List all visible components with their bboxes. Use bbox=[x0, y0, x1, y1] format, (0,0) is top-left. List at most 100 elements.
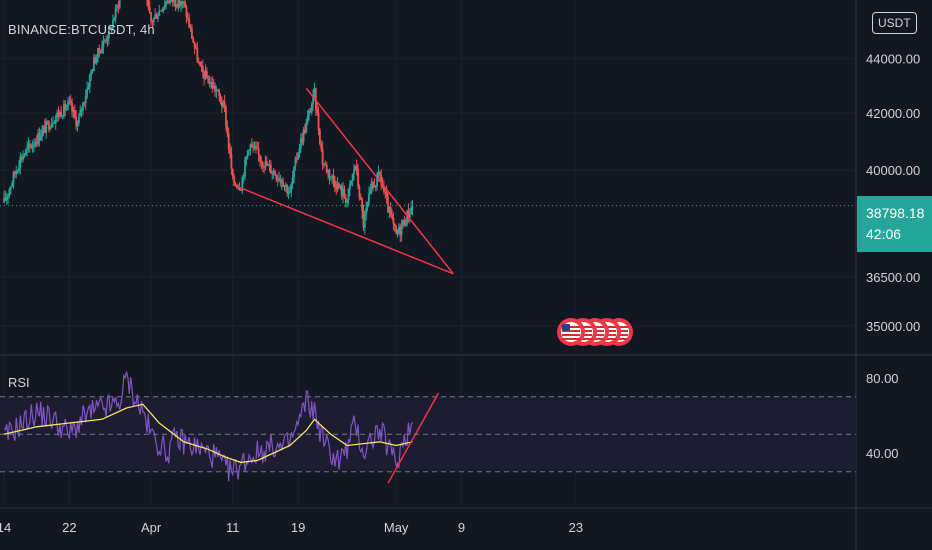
candle-body bbox=[9, 189, 11, 195]
candle-body bbox=[194, 43, 196, 48]
candle-body bbox=[311, 104, 313, 112]
candle-body bbox=[226, 126, 228, 134]
candle-body bbox=[258, 149, 260, 155]
candle-body bbox=[157, 16, 159, 19]
candle-body bbox=[169, 0, 171, 3]
candle-body bbox=[260, 161, 262, 163]
symbol-title[interactable]: BINANCE:BTCUSDT, 4h bbox=[8, 22, 155, 37]
candle-body bbox=[115, 8, 117, 19]
candle-body bbox=[25, 149, 27, 154]
candle-body bbox=[70, 101, 72, 104]
last-price-tag: 38798.18 42:06 bbox=[857, 196, 932, 252]
candle-body bbox=[379, 172, 381, 174]
candle-body bbox=[24, 155, 26, 157]
candle-body bbox=[259, 155, 261, 161]
candle-body bbox=[247, 151, 249, 156]
currency-button[interactable]: USDT bbox=[872, 12, 917, 34]
candle-body bbox=[320, 144, 322, 149]
candle-body bbox=[353, 171, 355, 174]
candle-body bbox=[270, 165, 272, 174]
candle bbox=[297, 152, 299, 160]
candle-body bbox=[53, 123, 55, 124]
candle-body bbox=[274, 171, 276, 175]
candle-body bbox=[391, 215, 393, 218]
candle-body bbox=[401, 225, 403, 234]
candle-body bbox=[196, 48, 198, 62]
time-axis-tick-label: 22 bbox=[62, 520, 76, 535]
rsi-axis-tick-label: 80.00 bbox=[866, 371, 899, 386]
candle-body bbox=[7, 195, 9, 197]
candle-body bbox=[262, 162, 264, 166]
candle-body bbox=[184, 2, 186, 7]
candle-body bbox=[316, 109, 318, 113]
candle-body bbox=[393, 218, 395, 223]
candle-body bbox=[410, 208, 412, 214]
candle-body bbox=[352, 174, 354, 181]
time-axis-tick-label: 19 bbox=[291, 520, 305, 535]
candle-body bbox=[344, 189, 346, 197]
candle-body bbox=[356, 166, 358, 170]
candle-body bbox=[74, 110, 76, 117]
candle-body bbox=[397, 233, 399, 234]
candle-body bbox=[232, 169, 234, 176]
candle bbox=[244, 157, 246, 181]
candle-body bbox=[333, 176, 335, 181]
candle-body bbox=[369, 189, 371, 194]
candle-body bbox=[101, 47, 103, 53]
candle-body bbox=[33, 145, 35, 146]
candle-body bbox=[113, 18, 115, 20]
flag-stripe bbox=[562, 334, 580, 336]
candle-body bbox=[220, 96, 222, 103]
candle-body bbox=[164, 5, 166, 7]
candle-body bbox=[372, 182, 374, 185]
candle-body bbox=[292, 178, 294, 184]
candle-body bbox=[199, 62, 201, 66]
candle-body bbox=[294, 158, 296, 166]
candle-body bbox=[10, 187, 12, 189]
candle-body bbox=[96, 58, 98, 63]
price-axis-tick-label: 36500.00 bbox=[866, 270, 920, 285]
candle-body bbox=[245, 156, 247, 159]
time-axis-tick-label: 11 bbox=[226, 520, 240, 535]
candle-body bbox=[293, 167, 295, 178]
candle-body bbox=[180, 4, 182, 5]
candle-body bbox=[368, 194, 370, 203]
candle-body bbox=[107, 39, 109, 42]
candle-body bbox=[350, 181, 352, 184]
candle-body bbox=[348, 189, 350, 200]
us-flag-icon[interactable] bbox=[557, 318, 585, 346]
candle-body bbox=[358, 186, 360, 198]
candle-body bbox=[62, 116, 64, 117]
last-price-value: 38798.18 bbox=[866, 203, 932, 224]
candle-body bbox=[103, 41, 105, 47]
candle-body bbox=[85, 96, 87, 103]
candle-body bbox=[386, 193, 388, 197]
rsi-panel-label[interactable]: RSI bbox=[8, 375, 30, 390]
candle bbox=[199, 62, 201, 67]
candle-body bbox=[318, 113, 320, 130]
candle-body bbox=[349, 184, 351, 189]
candle-body bbox=[395, 226, 397, 233]
candle-body bbox=[255, 146, 257, 148]
candle-body bbox=[412, 206, 414, 208]
candle-body bbox=[187, 17, 189, 18]
candle-body bbox=[384, 192, 386, 193]
bar-countdown: 42:06 bbox=[866, 224, 932, 245]
candle-body bbox=[319, 130, 321, 144]
candle-body bbox=[66, 107, 68, 110]
candle-body bbox=[334, 181, 336, 187]
time-axis-tick-label: 9 bbox=[458, 520, 465, 535]
candle-body bbox=[18, 168, 20, 171]
candle-body bbox=[29, 144, 31, 146]
candle-body bbox=[17, 171, 19, 172]
candle-body bbox=[147, 0, 149, 7]
flag-stripe bbox=[562, 338, 580, 340]
candle-body bbox=[364, 214, 366, 227]
candle-body bbox=[375, 186, 377, 188]
price-axis-tick-label: 44000.00 bbox=[866, 52, 920, 67]
candle-body bbox=[346, 200, 348, 203]
candle-body bbox=[206, 71, 208, 78]
candle-body bbox=[290, 184, 292, 191]
candle-body bbox=[244, 159, 246, 177]
